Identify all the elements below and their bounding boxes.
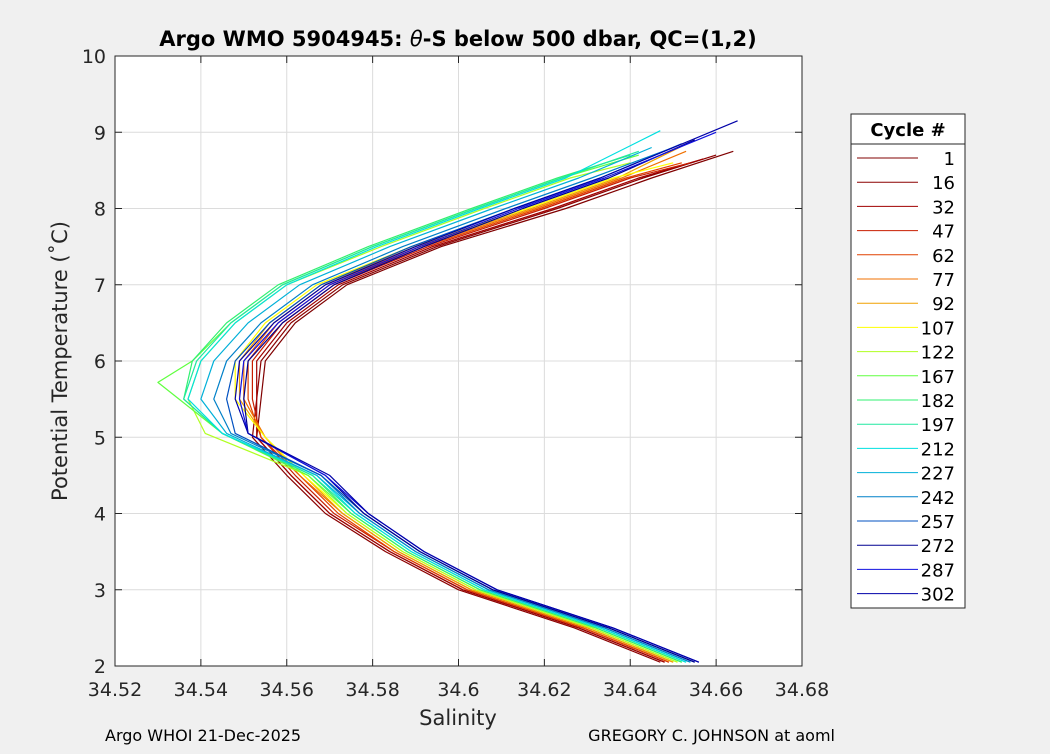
data-series	[157, 120, 738, 663]
x-tick-label: 34.62	[517, 679, 571, 701]
x-tick-label: 34.58	[345, 679, 399, 701]
legend-label-cycle-242: 242	[921, 488, 955, 509]
legend-label-cycle-167: 167	[921, 367, 955, 388]
footer-right: GREGORY C. JOHNSON at aoml	[588, 726, 835, 745]
y-axis-label: Potential Temperature (˚C)	[48, 221, 72, 501]
legend-label-cycle-257: 257	[921, 512, 955, 533]
legend-label-cycle-182: 182	[921, 391, 955, 412]
x-tick-label: 34.52	[88, 679, 142, 701]
legend-label-cycle-197: 197	[921, 415, 955, 436]
title-theta: θ	[410, 27, 423, 51]
legend-label-cycle-287: 287	[921, 560, 955, 581]
legend-label-cycle-32: 32	[932, 197, 955, 218]
legend-label-cycle-122: 122	[921, 343, 955, 364]
legend-label-cycle-302: 302	[921, 585, 955, 606]
legend-label-cycle-227: 227	[921, 464, 955, 485]
legend-box	[850, 113, 966, 609]
y-tick-label: 9	[94, 122, 106, 144]
axis-ticks: 34.52 34.54 34.56 34.58 34.6 34.62 34.64 34.66 3…	[82, 46, 829, 701]
series-line-cycle-242	[213, 146, 691, 663]
x-tick-label: 34.6	[437, 679, 479, 701]
y-tick-label: 3	[94, 580, 106, 602]
x-tick-label: 34.68	[775, 679, 829, 701]
series-line-cycle-32	[256, 158, 704, 663]
legend-label-cycle-212: 212	[921, 439, 955, 460]
x-tick-label: 34.54	[174, 679, 228, 701]
legend-label-cycle-47: 47	[932, 222, 955, 243]
y-tick-label: 4	[94, 504, 106, 526]
y-tick-label: 2	[94, 656, 106, 678]
legend-label-cycle-92: 92	[932, 294, 955, 315]
x-tick-label: 34.64	[603, 679, 657, 701]
series-line-cycle-212	[187, 130, 687, 663]
y-tick-label: 8	[94, 199, 106, 221]
x-tick-label: 34.66	[689, 679, 743, 701]
y-tick-label: 10	[82, 46, 106, 68]
chart-title: Argo WMO 5904945: θ-S below 500 dbar, QC…	[159, 27, 756, 51]
legend: Cycle # 1 16 32 47 62 77 92 107 122 167 182 197 212 2…	[850, 113, 966, 609]
y-tick-label: 5	[94, 427, 106, 449]
footer-left: Argo WHOI 21-Dec-2025	[105, 726, 301, 745]
series-line-cycle-62	[247, 162, 682, 663]
title-prefix: Argo WMO 5904945:	[159, 27, 410, 51]
legend-entries: 1 16 32 47 62 77 92 107 122 167 182 197 212 227 242 257…	[857, 149, 955, 606]
x-axis-label: Salinity	[419, 706, 497, 730]
y-tick-label: 6	[94, 351, 106, 373]
legend-label-cycle-107: 107	[921, 318, 955, 339]
title-suffix: -S below 500 dbar, QC=(1,2)	[423, 27, 757, 51]
legend-title: Cycle #	[870, 120, 945, 141]
y-tick-label: 7	[94, 275, 106, 297]
legend-label-cycle-1: 1	[944, 149, 955, 170]
legend-label-cycle-62: 62	[932, 246, 955, 267]
legend-label-cycle-272: 272	[921, 536, 955, 557]
x-tick-label: 34.56	[260, 679, 314, 701]
legend-label-cycle-16: 16	[932, 173, 955, 194]
series-line-cycle-302	[234, 120, 738, 663]
series-line-cycle-272	[243, 139, 695, 663]
legend-label-cycle-77: 77	[932, 270, 955, 291]
